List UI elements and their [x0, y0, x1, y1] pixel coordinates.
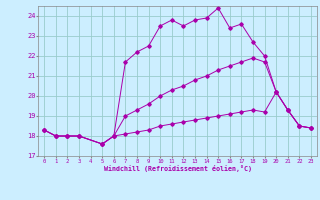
X-axis label: Windchill (Refroidissement éolien,°C): Windchill (Refroidissement éolien,°C): [104, 165, 252, 172]
